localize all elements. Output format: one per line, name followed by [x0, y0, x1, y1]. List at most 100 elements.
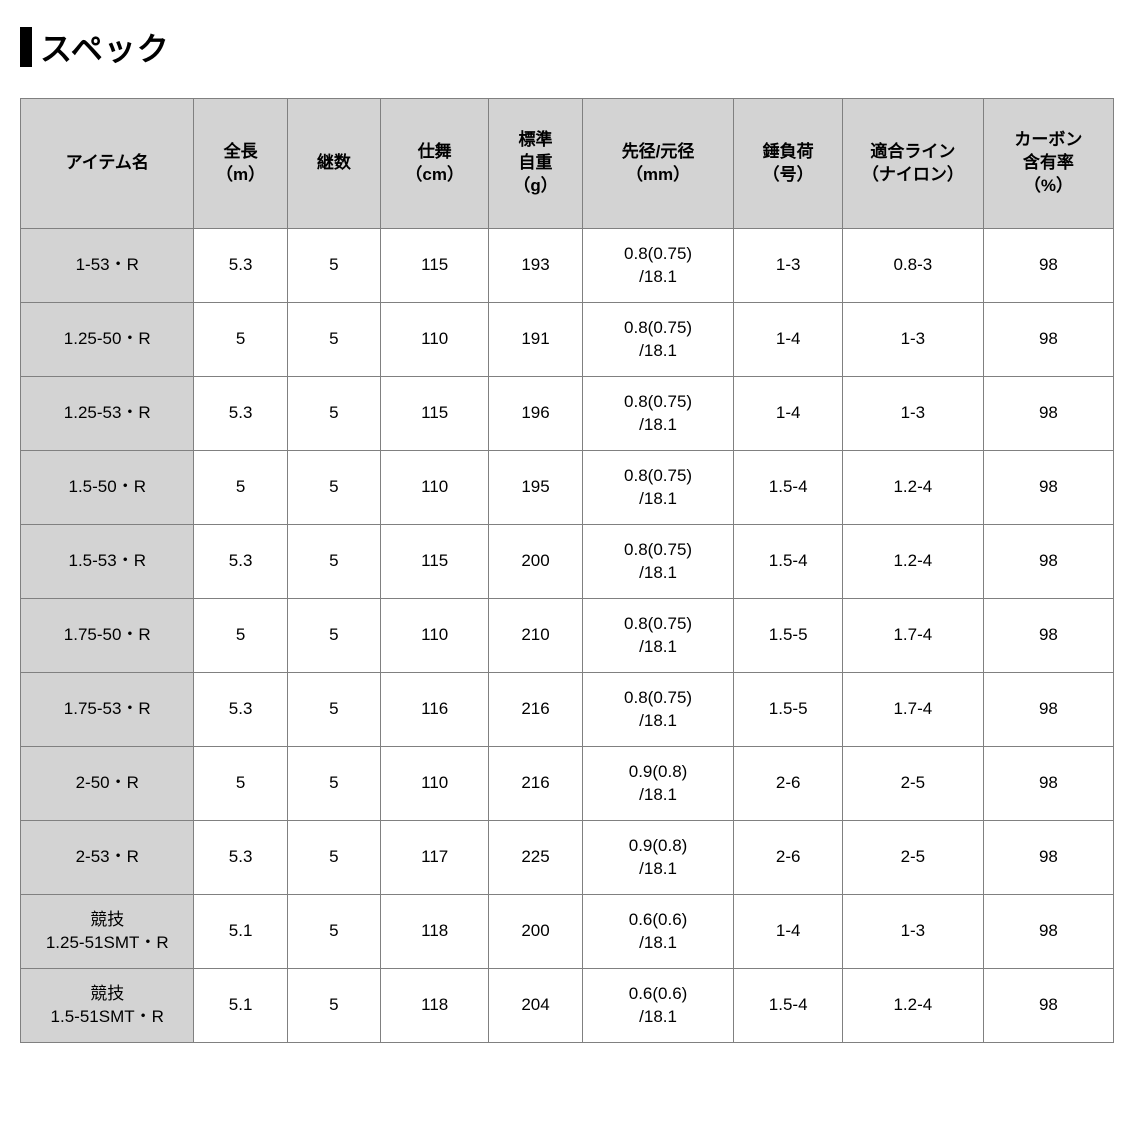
cell-carbon: 98 [983, 673, 1113, 747]
cell-closed: 117 [380, 821, 488, 895]
cell-sinker: 1-4 [734, 895, 842, 969]
cell-pieces: 5 [287, 673, 380, 747]
cell-sinker: 2-6 [734, 747, 842, 821]
cell-item: 1.5-50・R [21, 451, 194, 525]
cell-sinker: 1-3 [734, 229, 842, 303]
cell-diameter: 0.9(0.8)/18.1 [582, 747, 734, 821]
cell-weight: 225 [489, 821, 582, 895]
cell-sinker: 1-4 [734, 377, 842, 451]
cell-line: 1-3 [842, 377, 983, 451]
cell-diameter: 0.8(0.75)/18.1 [582, 599, 734, 673]
cell-diameter: 0.6(0.6)/18.1 [582, 969, 734, 1043]
cell-pieces: 5 [287, 229, 380, 303]
col-header-diameter: 先径/元径（mm） [582, 99, 734, 229]
cell-weight: 200 [489, 525, 582, 599]
cell-line: 1.7-4 [842, 599, 983, 673]
cell-sinker: 1.5-4 [734, 969, 842, 1043]
cell-sinker: 1-4 [734, 303, 842, 377]
cell-sinker: 1.5-5 [734, 599, 842, 673]
cell-carbon: 98 [983, 895, 1113, 969]
table-body: 1-53・R5.351151930.8(0.75)/18.11-30.8-398… [21, 229, 1114, 1043]
table-row: 2-53・R5.351172250.9(0.8)/18.12-62-598 [21, 821, 1114, 895]
table-row: 競技1.5-51SMT・R5.151182040.6(0.6)/18.11.5-… [21, 969, 1114, 1043]
cell-length: 5.3 [194, 377, 287, 451]
table-row: 1.25-53・R5.351151960.8(0.75)/18.11-41-39… [21, 377, 1114, 451]
cell-weight: 195 [489, 451, 582, 525]
cell-sinker: 1.5-4 [734, 525, 842, 599]
cell-closed: 110 [380, 303, 488, 377]
header-row: アイテム名 全長（m） 継数 仕舞（cm） 標準自重（g） 先径/元径（mm） … [21, 99, 1114, 229]
col-header-closed: 仕舞（cm） [380, 99, 488, 229]
cell-diameter: 0.8(0.75)/18.1 [582, 451, 734, 525]
cell-carbon: 98 [983, 599, 1113, 673]
cell-sinker: 2-6 [734, 821, 842, 895]
table-row: 1.75-50・R551102100.8(0.75)/18.11.5-51.7-… [21, 599, 1114, 673]
cell-pieces: 5 [287, 599, 380, 673]
cell-carbon: 98 [983, 229, 1113, 303]
table-row: 競技1.25-51SMT・R5.151182000.6(0.6)/18.11-4… [21, 895, 1114, 969]
cell-diameter: 0.8(0.75)/18.1 [582, 377, 734, 451]
cell-carbon: 98 [983, 747, 1113, 821]
cell-closed: 118 [380, 895, 488, 969]
cell-item: 1.25-50・R [21, 303, 194, 377]
cell-pieces: 5 [287, 377, 380, 451]
cell-line: 1.2-4 [842, 525, 983, 599]
cell-weight: 210 [489, 599, 582, 673]
cell-sinker: 1.5-4 [734, 451, 842, 525]
cell-sinker: 1.5-5 [734, 673, 842, 747]
cell-length: 5.3 [194, 229, 287, 303]
cell-carbon: 98 [983, 303, 1113, 377]
cell-item: 競技1.25-51SMT・R [21, 895, 194, 969]
cell-line: 0.8-3 [842, 229, 983, 303]
cell-line: 1.2-4 [842, 969, 983, 1043]
cell-closed: 110 [380, 599, 488, 673]
cell-item: 1.75-53・R [21, 673, 194, 747]
cell-length: 5.3 [194, 673, 287, 747]
cell-weight: 193 [489, 229, 582, 303]
col-header-length: 全長（m） [194, 99, 287, 229]
cell-line: 1-3 [842, 303, 983, 377]
col-header-sinker: 錘負荷（号） [734, 99, 842, 229]
cell-pieces: 5 [287, 451, 380, 525]
cell-length: 5.3 [194, 525, 287, 599]
col-header-weight: 標準自重（g） [489, 99, 582, 229]
title-text: スペック [40, 24, 170, 70]
col-header-line: 適合ライン（ナイロン） [842, 99, 983, 229]
col-header-pieces: 継数 [287, 99, 380, 229]
cell-line: 1-3 [842, 895, 983, 969]
cell-weight: 200 [489, 895, 582, 969]
section-title: スペック [20, 24, 1114, 70]
cell-pieces: 5 [287, 303, 380, 377]
table-row: 1.75-53・R5.351162160.8(0.75)/18.11.5-51.… [21, 673, 1114, 747]
spec-table: アイテム名 全長（m） 継数 仕舞（cm） 標準自重（g） 先径/元径（mm） … [20, 98, 1114, 1043]
cell-closed: 115 [380, 229, 488, 303]
table-row: 1.5-50・R551101950.8(0.75)/18.11.5-41.2-4… [21, 451, 1114, 525]
cell-closed: 115 [380, 525, 488, 599]
cell-item: 1-53・R [21, 229, 194, 303]
cell-item: 競技1.5-51SMT・R [21, 969, 194, 1043]
cell-length: 5 [194, 303, 287, 377]
cell-pieces: 5 [287, 969, 380, 1043]
table-header: アイテム名 全長（m） 継数 仕舞（cm） 標準自重（g） 先径/元径（mm） … [21, 99, 1114, 229]
table-row: 1.5-53・R5.351152000.8(0.75)/18.11.5-41.2… [21, 525, 1114, 599]
cell-diameter: 0.9(0.8)/18.1 [582, 821, 734, 895]
cell-length: 5 [194, 747, 287, 821]
cell-pieces: 5 [287, 747, 380, 821]
cell-pieces: 5 [287, 895, 380, 969]
table-row: 2-50・R551102160.9(0.8)/18.12-62-598 [21, 747, 1114, 821]
cell-length: 5 [194, 599, 287, 673]
cell-length: 5.1 [194, 895, 287, 969]
cell-weight: 191 [489, 303, 582, 377]
col-header-carbon: カーボン含有率（%） [983, 99, 1113, 229]
cell-carbon: 98 [983, 969, 1113, 1043]
cell-closed: 118 [380, 969, 488, 1043]
cell-diameter: 0.8(0.75)/18.1 [582, 303, 734, 377]
title-accent-bar [20, 27, 32, 67]
cell-item: 2-53・R [21, 821, 194, 895]
cell-carbon: 98 [983, 451, 1113, 525]
cell-carbon: 98 [983, 377, 1113, 451]
cell-carbon: 98 [983, 821, 1113, 895]
col-header-item: アイテム名 [21, 99, 194, 229]
cell-pieces: 5 [287, 821, 380, 895]
cell-diameter: 0.8(0.75)/18.1 [582, 525, 734, 599]
